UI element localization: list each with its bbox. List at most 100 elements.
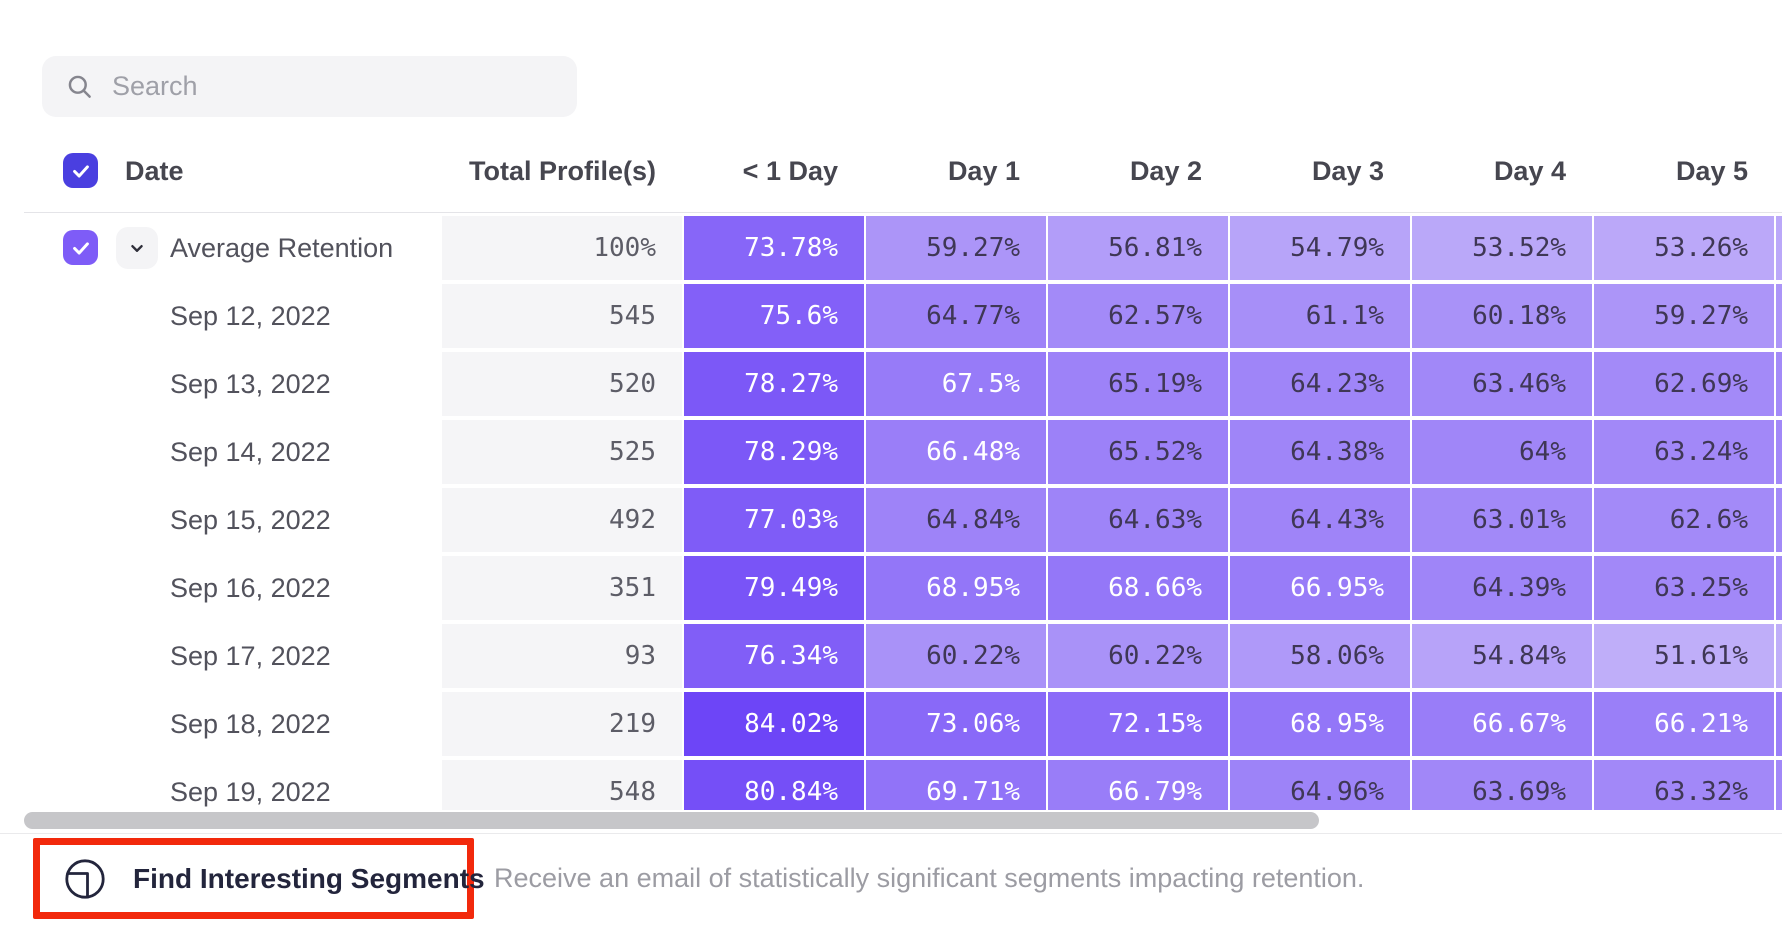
table-row: Sep 18, 2022 219 84.02% 73.06% 72.15% 68.95% 6…	[0, 692, 1782, 756]
retention-cell[interactable]: 63.01%	[1412, 488, 1592, 552]
select-all-checkbox[interactable]	[63, 153, 98, 188]
cohort-date-label: Sep 15, 2022	[170, 505, 331, 535]
retention-cell[interactable]: 59.27%	[866, 216, 1046, 280]
retention-cell[interactable]: 64.39%	[1412, 556, 1592, 620]
find-interesting-segments-button[interactable]: Find Interesting Segments	[64, 838, 485, 919]
day-column-header: Day 1	[947, 156, 1020, 186]
retention-cell[interactable]: 66.67%	[1412, 692, 1592, 756]
day-column-header: Day 5	[1675, 156, 1748, 186]
search-bar[interactable]	[42, 56, 577, 117]
retention-cell[interactable]: 64.63%	[1048, 488, 1228, 552]
retention-cell[interactable]: 76.34%	[684, 624, 864, 688]
cohort-date-label: Sep 16, 2022	[170, 573, 331, 603]
retention-cell[interactable]: 72.15%	[1048, 692, 1228, 756]
retention-cell[interactable]: 64.84%	[866, 488, 1046, 552]
total-profiles-cell: 100%	[442, 216, 682, 280]
table-row: Sep 17, 2022 93 76.34% 60.22% 60.22% 58.06% 54…	[0, 624, 1782, 688]
retention-cell[interactable]: 53.26%	[1594, 216, 1774, 280]
retention-cell[interactable]: 60.18%	[1412, 284, 1592, 348]
retention-cell[interactable]: 84.02%	[684, 692, 864, 756]
date-column-header: Date	[125, 156, 184, 186]
retention-cell[interactable]: 65.19%	[1048, 352, 1228, 416]
retention-cell[interactable]: 66.48%	[866, 420, 1046, 484]
horizontal-scrollbar-thumb[interactable]	[24, 812, 1319, 829]
table-row: Sep 13, 2022 520 78.27% 67.5% 65.19% 64.23% 63…	[0, 352, 1782, 416]
retention-cell[interactable]: 75.6%	[684, 284, 864, 348]
retention-cell[interactable]: 63.46%	[1412, 352, 1592, 416]
retention-cell[interactable]: 79.49%	[684, 556, 864, 620]
segment-circle-icon	[64, 858, 106, 900]
retention-cell[interactable]: 64.77%	[866, 284, 1046, 348]
expand-row-button[interactable]	[116, 227, 158, 269]
table-row: Average Retention 100% 73.78% 59.27% 56.81% 5…	[0, 216, 1782, 280]
next-column-peek	[1776, 216, 1782, 280]
next-column-peek	[1776, 692, 1782, 756]
retention-cell[interactable]: 62.57%	[1048, 284, 1228, 348]
retention-cell[interactable]: 54.84%	[1412, 624, 1592, 688]
segments-description: Receive an email of statistically signif…	[494, 863, 1365, 893]
retention-cell[interactable]: 78.27%	[684, 352, 864, 416]
retention-cell[interactable]: 67.5%	[866, 352, 1046, 416]
retention-cell[interactable]: 80.84%	[684, 760, 864, 810]
retention-cell[interactable]: 68.95%	[866, 556, 1046, 620]
total-profiles-column-header: Total Profile(s)	[468, 156, 656, 186]
day-column-header: Day 4	[1493, 156, 1566, 186]
retention-cell[interactable]: 73.78%	[684, 216, 864, 280]
retention-cell[interactable]: 60.22%	[866, 624, 1046, 688]
table-header-row: Date Total Profile(s) < 1 Day Day 1 Day 2 D…	[0, 140, 1782, 202]
retention-cell[interactable]: 69.71%	[866, 760, 1046, 810]
retention-cell[interactable]: 56.81%	[1048, 216, 1228, 280]
retention-cell[interactable]: 66.21%	[1594, 692, 1774, 756]
retention-cell[interactable]: 63.32%	[1594, 760, 1774, 810]
table-row: Sep 16, 2022 351 79.49% 68.95% 68.66% 66.95% 6…	[0, 556, 1782, 620]
retention-cell[interactable]: 68.95%	[1230, 692, 1410, 756]
header-divider	[24, 212, 1782, 213]
retention-cell[interactable]: 64.23%	[1230, 352, 1410, 416]
retention-cell[interactable]: 66.79%	[1048, 760, 1228, 810]
next-column-peek	[1776, 352, 1782, 416]
retention-cell[interactable]: 65.52%	[1048, 420, 1228, 484]
retention-cell[interactable]: 63.24%	[1594, 420, 1774, 484]
table-row: Sep 12, 2022 545 75.6% 64.77% 62.57% 61.1% 60.…	[0, 284, 1782, 348]
retention-cell[interactable]: 51.61%	[1594, 624, 1774, 688]
table-row: Sep 15, 2022 492 77.03% 64.84% 64.63% 64.43% 6…	[0, 488, 1782, 552]
retention-cell[interactable]: 54.79%	[1230, 216, 1410, 280]
retention-cell[interactable]: 62.69%	[1594, 352, 1774, 416]
next-column-peek	[1776, 624, 1782, 688]
total-profiles-cell: 219	[442, 692, 682, 756]
retention-cell[interactable]: 62.6%	[1594, 488, 1774, 552]
retention-cell[interactable]: 53.52%	[1412, 216, 1592, 280]
retention-cell[interactable]: 64.38%	[1230, 420, 1410, 484]
retention-cell[interactable]: 60.22%	[1048, 624, 1228, 688]
retention-cell[interactable]: 73.06%	[866, 692, 1046, 756]
retention-cell[interactable]: 66.95%	[1230, 556, 1410, 620]
next-column-peek	[1776, 420, 1782, 484]
retention-cell[interactable]: 64.43%	[1230, 488, 1410, 552]
table-row: Sep 19, 2022 548 80.84% 69.71% 66.79% 64.96% 6…	[0, 760, 1782, 810]
total-profiles-cell: 548	[442, 760, 682, 810]
retention-cell[interactable]: 63.25%	[1594, 556, 1774, 620]
retention-cell[interactable]: 63.69%	[1412, 760, 1592, 810]
footer-divider	[0, 833, 1782, 834]
table-row: Sep 14, 2022 525 78.29% 66.48% 65.52% 64.38% 6…	[0, 420, 1782, 484]
total-profiles-cell: 525	[442, 420, 682, 484]
table-body: Average Retention 100% 73.78% 59.27% 56.81% 5…	[0, 216, 1782, 810]
retention-cell[interactable]: 64%	[1412, 420, 1592, 484]
cohort-date-label: Sep 12, 2022	[170, 301, 331, 331]
retention-cell[interactable]: 77.03%	[684, 488, 864, 552]
search-input[interactable]	[110, 70, 514, 103]
retention-cell[interactable]: 59.27%	[1594, 284, 1774, 348]
retention-cell[interactable]: 78.29%	[684, 420, 864, 484]
cohort-date-label: Sep 17, 2022	[170, 641, 331, 671]
retention-cell[interactable]: 61.1%	[1230, 284, 1410, 348]
cohort-date-label: Sep 14, 2022	[170, 437, 331, 467]
next-column-peek	[1776, 760, 1782, 810]
retention-cell[interactable]: 68.66%	[1048, 556, 1228, 620]
row-checkbox[interactable]	[63, 230, 98, 265]
search-icon	[66, 73, 93, 100]
total-profiles-cell: 93	[442, 624, 682, 688]
retention-cell[interactable]: 58.06%	[1230, 624, 1410, 688]
next-column-peek	[1776, 556, 1782, 620]
retention-cell[interactable]: 64.96%	[1230, 760, 1410, 810]
